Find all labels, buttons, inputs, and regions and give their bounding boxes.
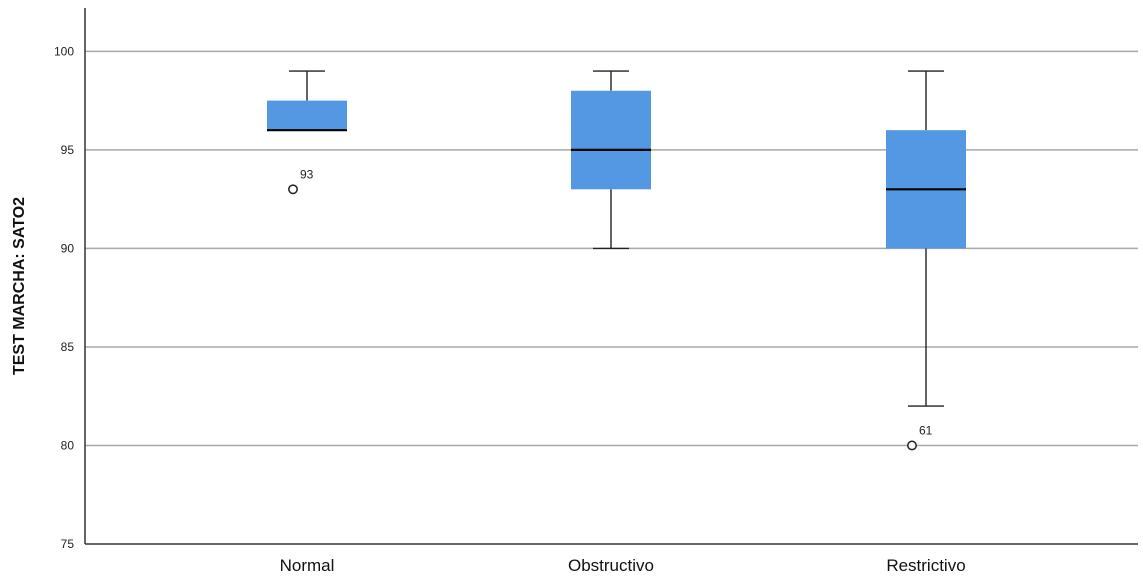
outlier-label: 93 xyxy=(300,167,314,181)
y-tick-labels: 75 80 85 90 95 100 xyxy=(54,44,74,551)
box-group-normal: 93 xyxy=(267,70,347,195)
boxes: 93 61 xyxy=(267,70,966,451)
box-group-restrictivo: 61 xyxy=(886,70,966,451)
y-tick-label: 80 xyxy=(61,438,75,452)
y-tick-label: 75 xyxy=(61,537,75,551)
x-category-label: Normal xyxy=(280,556,335,575)
outlier-point xyxy=(907,440,917,451)
x-category-label: Obstructivo xyxy=(568,556,654,575)
box-group-obstructivo xyxy=(571,70,651,250)
outlier-point xyxy=(288,184,298,195)
outlier-label: 61 xyxy=(919,423,933,437)
y-tick-label: 95 xyxy=(61,143,75,157)
axes xyxy=(84,8,1138,545)
iqr-box xyxy=(267,100,347,131)
y-tick-label: 85 xyxy=(61,340,75,354)
x-category-labels: Normal Obstructivo Restrictivo xyxy=(280,556,966,575)
y-tick-label: 90 xyxy=(61,241,75,255)
y-tick-label: 100 xyxy=(54,44,74,58)
y-axis-title: TEST MARCHA: SATO2 xyxy=(11,197,28,375)
x-category-label: Restrictivo xyxy=(886,556,965,575)
iqr-box xyxy=(571,90,651,190)
